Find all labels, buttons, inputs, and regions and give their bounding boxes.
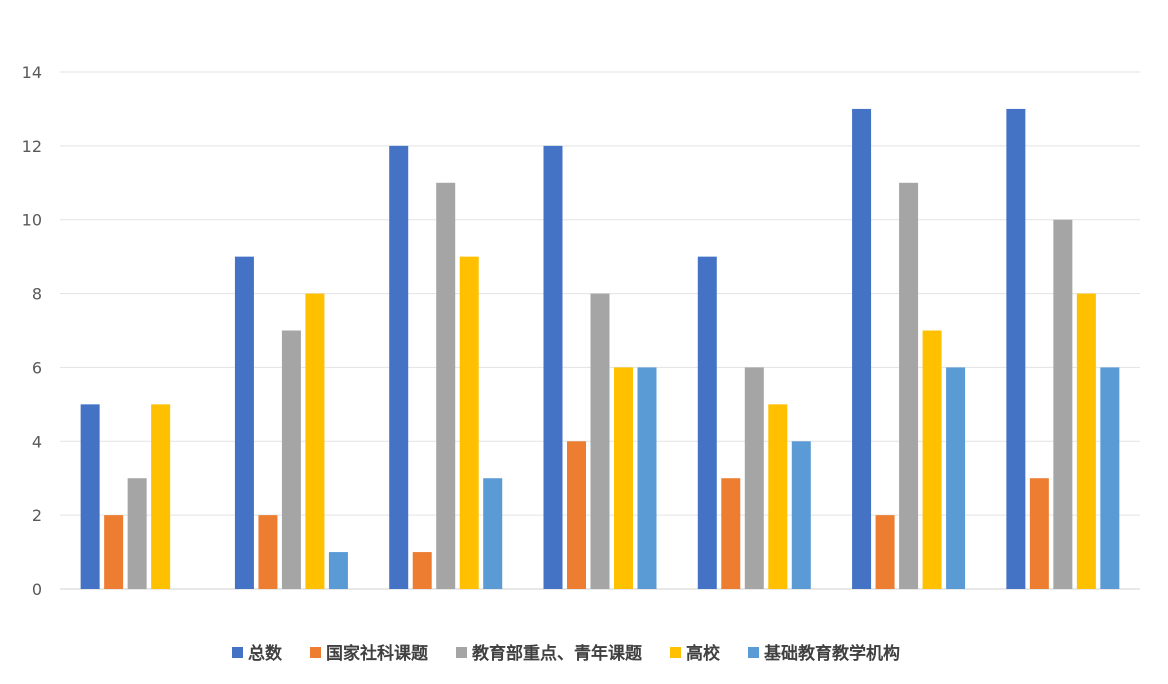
legend-label: 总数 — [248, 643, 283, 664]
legend-item-4: 高校 — [670, 643, 721, 664]
bar-3-6 — [899, 182, 919, 590]
y-tick-label: 8 — [32, 285, 42, 304]
bar-4-2 — [305, 293, 325, 589]
y-tick-label: 2 — [32, 506, 42, 525]
legend-item-3: 教育部重点、青年课题 — [456, 643, 643, 664]
bar-3-5 — [744, 367, 764, 589]
bar-5-7 — [1100, 367, 1120, 589]
bar-2-4 — [567, 441, 586, 589]
legend-swatch — [310, 647, 321, 658]
y-tick-label: 6 — [32, 358, 42, 377]
bar-1-6 — [852, 108, 872, 589]
bar-1-7 — [1006, 108, 1026, 589]
bar-4-6 — [922, 330, 942, 589]
bar-1-2 — [234, 256, 254, 589]
legend-label: 教育部重点、青年课题 — [471, 643, 643, 664]
bar-3-4 — [590, 293, 610, 589]
bar-1-3 — [389, 145, 409, 589]
legend-item-1: 总数 — [232, 643, 283, 664]
legend-label: 高校 — [686, 643, 721, 664]
bar-2-2 — [258, 515, 278, 589]
bar-1-1 — [80, 404, 100, 589]
legend-item-2: 国家社科课题 — [310, 643, 429, 664]
bar-3-2 — [281, 330, 301, 589]
y-tick-label: 12 — [22, 137, 42, 156]
legend-swatch — [456, 647, 467, 658]
bar-5-6 — [946, 367, 966, 589]
bar-2-7 — [1029, 478, 1049, 589]
bar-2-1 — [104, 515, 124, 589]
bar-2-6 — [875, 515, 895, 589]
bar-4-7 — [1076, 293, 1096, 589]
bar-1-4 — [543, 145, 563, 589]
bar-5-4 — [637, 367, 657, 589]
bars — [80, 108, 1120, 590]
y-axis: 0 2 4 6 8 10 12 14 — [22, 63, 42, 599]
bar-5-3 — [483, 478, 503, 589]
legend-swatch — [232, 647, 243, 658]
legend-label: 国家社科课题 — [326, 643, 429, 664]
bar-5-5 — [791, 441, 811, 589]
legend-label: 基础教育教学机构 — [763, 643, 900, 664]
bar-2-3 — [412, 552, 432, 589]
bar-2-5 — [721, 478, 741, 589]
bar-3-7 — [1053, 219, 1073, 589]
bar-1-5 — [697, 256, 717, 589]
legend-swatch — [670, 647, 681, 658]
bar-4-5 — [768, 404, 788, 589]
legend: 总数 国家社科课题 教育部重点、青年课题 高校 基础教育教学机构 — [232, 643, 900, 664]
y-tick-label: 0 — [32, 580, 42, 599]
y-tick-label: 14 — [22, 63, 42, 82]
legend-item-5: 基础教育教学机构 — [748, 643, 900, 664]
bar-5-2 — [328, 552, 348, 589]
bar-3-1 — [127, 478, 147, 589]
legend-swatch — [748, 647, 759, 658]
bar-3-3 — [436, 182, 456, 590]
bar-4-3 — [459, 256, 479, 589]
y-tick-label: 4 — [32, 432, 42, 451]
y-tick-label: 10 — [22, 211, 42, 230]
bar-4-4 — [614, 367, 633, 589]
bar-4-1 — [151, 404, 171, 589]
